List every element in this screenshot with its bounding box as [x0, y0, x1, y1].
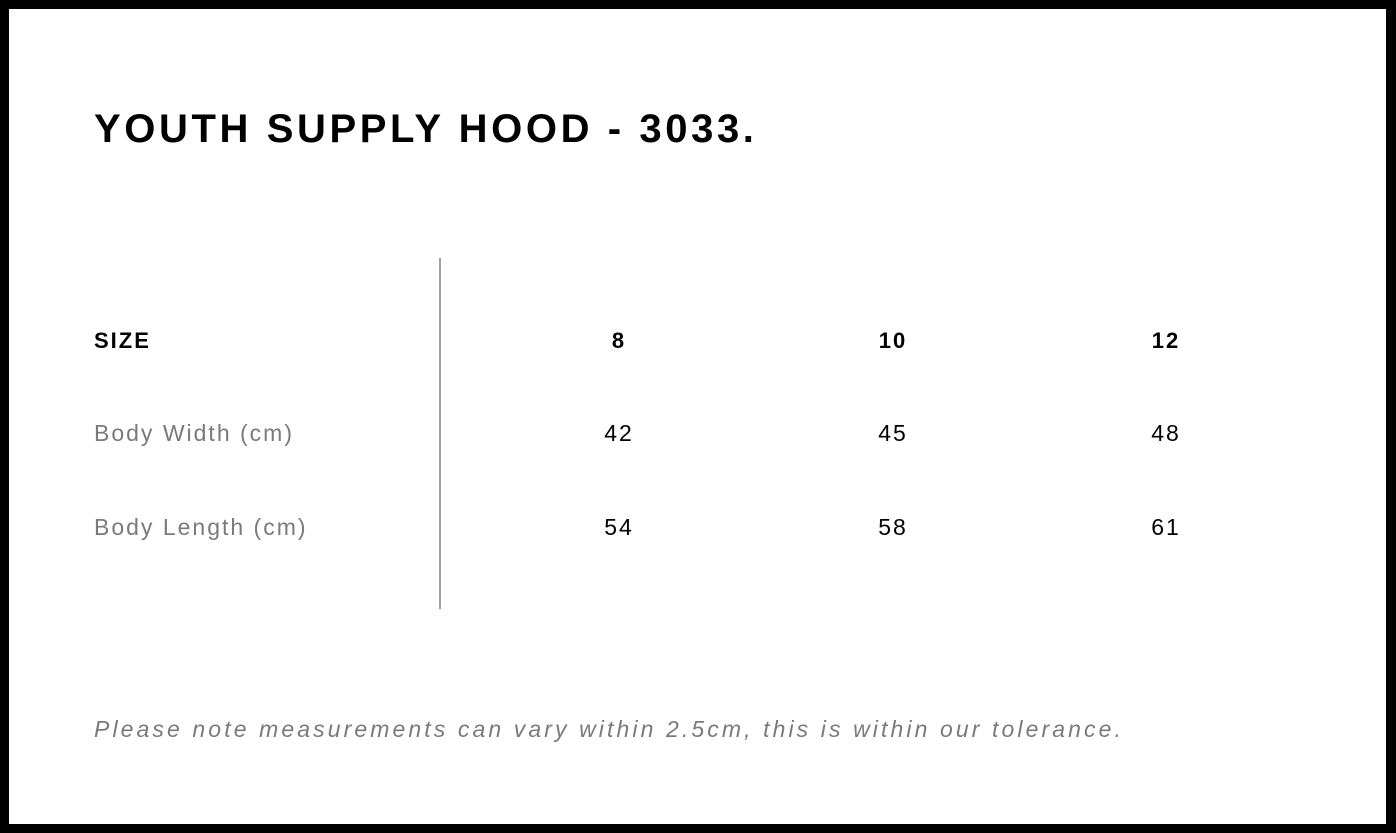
table-cell: 48 [1151, 420, 1181, 446]
size-column-header: 12 [1151, 328, 1181, 353]
table-cell: 58 [878, 514, 908, 540]
table-row: Body Length (cm) 54 58 61 [9, 512, 1386, 542]
size-column-header: 8 [611, 328, 627, 353]
table-cell: 61 [1151, 514, 1181, 540]
page-title: YOUTH SUPPLY HOOD - 3033. [94, 107, 758, 151]
tolerance-note: Please note measurements can vary within… [94, 716, 1125, 742]
table-row: Body Width (cm) 42 45 48 [9, 418, 1386, 448]
table-cell: 42 [604, 420, 634, 446]
size-header-label: SIZE [94, 328, 151, 353]
table-header-row: SIZE 8 10 12 [9, 326, 1386, 356]
table-cell: 54 [604, 514, 634, 540]
column-divider [439, 258, 441, 609]
table-cell: 45 [878, 420, 908, 446]
size-chart-card: YOUTH SUPPLY HOOD - 3033. SIZE 8 10 12 B… [9, 9, 1386, 824]
row-label: Body Width (cm) [94, 420, 294, 446]
size-column-header: 10 [878, 328, 908, 353]
row-label: Body Length (cm) [94, 514, 308, 540]
